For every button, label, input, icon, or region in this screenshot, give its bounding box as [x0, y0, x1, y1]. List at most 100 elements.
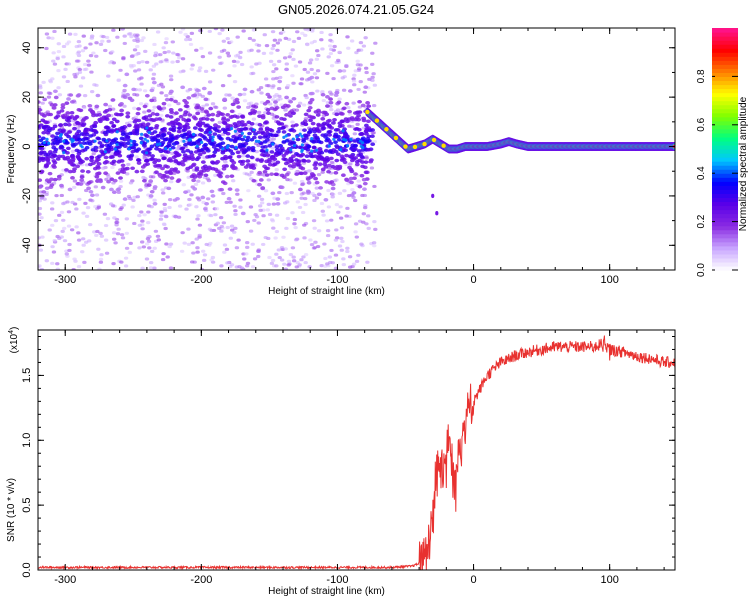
spec-noise-point [327, 255, 333, 259]
spec-noise-point [350, 188, 355, 192]
colorbar-segment [712, 153, 738, 158]
spec-core-point [339, 112, 345, 116]
spec-noise-point [44, 192, 49, 197]
spec-noise-point [366, 214, 371, 218]
spec-noise-point [44, 32, 50, 36]
spec-noise-point [146, 221, 151, 225]
spec-core-point [61, 128, 66, 132]
spec-core-point [347, 109, 352, 114]
spec-noise-point [77, 70, 83, 74]
spec-noise-point [325, 233, 331, 238]
spec-core-point [144, 93, 150, 98]
colorbar-segment [712, 233, 738, 239]
spec-cyan-point [182, 139, 186, 143]
spec-noise-point [46, 36, 51, 40]
spec-core-point [192, 175, 198, 179]
spec-core-point [265, 135, 271, 139]
spec-core-point [229, 174, 235, 178]
spec-noise-point [76, 238, 82, 242]
spec-noise-point [189, 193, 194, 197]
spec-noise-point [51, 250, 57, 254]
spec-core-point [192, 126, 198, 130]
spec-core-point [243, 141, 249, 146]
spec-core-point [306, 190, 312, 194]
colorbar-segment [712, 92, 738, 98]
spec-noise-point [300, 210, 306, 215]
spec-noise-point [116, 227, 121, 231]
spec-core-point [173, 136, 179, 140]
spec-noise-point [284, 62, 289, 66]
spec-cyan-point [164, 147, 168, 151]
spec-noise-point [165, 255, 170, 259]
spec-noise-point [289, 191, 294, 195]
spec-noise-point [305, 43, 310, 47]
spec-noise-point [251, 117, 257, 121]
spec-core-point [249, 155, 255, 160]
spec-noise-point [104, 35, 110, 40]
snr-xtick-label: -200 [190, 574, 212, 586]
spec-noise-point [251, 28, 257, 32]
colorbar-segment [712, 185, 738, 190]
spec-core-point [239, 120, 245, 124]
spec-noise-point [151, 72, 157, 76]
spec-core-point [201, 150, 207, 155]
spec-noise-point [159, 214, 164, 218]
spec-noise-point [324, 219, 330, 223]
spec-noise-point [277, 255, 282, 260]
spec-noise-point [38, 236, 41, 240]
spec-core-point [154, 112, 160, 117]
spec-noise-point [111, 237, 117, 241]
spec-core-point [109, 120, 115, 125]
spec-core-point [125, 92, 131, 97]
spec-core-point [316, 129, 322, 134]
spec-noise-point [292, 217, 298, 222]
snr-frame [37, 329, 676, 571]
spec-noise-point [270, 258, 276, 263]
spec-core-point [350, 117, 355, 122]
spec-ridge-dot [384, 127, 389, 132]
spec-core-point [52, 160, 58, 165]
spec-core-point [232, 114, 238, 118]
spec-noise-point [237, 55, 243, 59]
spec-core-point [368, 159, 374, 164]
spec-core-point [295, 161, 301, 166]
spec-cyan-point [234, 145, 238, 150]
spec-noise-point [89, 36, 95, 40]
spec-core-point [279, 122, 285, 126]
spec-core-point [237, 92, 243, 97]
spec-core-point [65, 151, 70, 155]
spec-core-point [349, 169, 355, 174]
spec-core-point [71, 169, 77, 174]
spec-core-point [145, 122, 151, 127]
spec-noise-point [88, 54, 94, 58]
spec-noise-point [370, 62, 375, 66]
spec-noise-point [123, 256, 129, 260]
spec-core-point [328, 97, 333, 101]
spec-noise-point [152, 246, 157, 250]
spec-noise-point [274, 229, 280, 234]
spec-noise-point [202, 253, 208, 257]
spec-core-point [181, 117, 187, 122]
spec-core-point [88, 189, 94, 194]
spec-noise-point [186, 242, 192, 246]
spec-noise-point [291, 255, 296, 259]
spec-cyan-point [284, 134, 288, 138]
spec-noise-point [139, 38, 145, 43]
spec-noise-point [370, 75, 375, 79]
spec-noise-point [103, 48, 108, 53]
spec-noise-point [191, 251, 196, 255]
spec-core-point [269, 172, 275, 176]
spec-core-point [260, 152, 265, 157]
spec-noise-point [96, 247, 101, 251]
spec-noise-point [337, 244, 343, 248]
spec-noise-point [323, 256, 328, 261]
spec-noise-point [106, 175, 111, 179]
spec-core-point [220, 141, 226, 145]
colorbar-segment [712, 161, 738, 166]
spec-core-point [136, 107, 142, 111]
spec-core-point [359, 173, 365, 178]
spec-noise-point [151, 64, 157, 68]
spec-noise-point [365, 260, 370, 264]
spec-core-point [86, 186, 92, 191]
